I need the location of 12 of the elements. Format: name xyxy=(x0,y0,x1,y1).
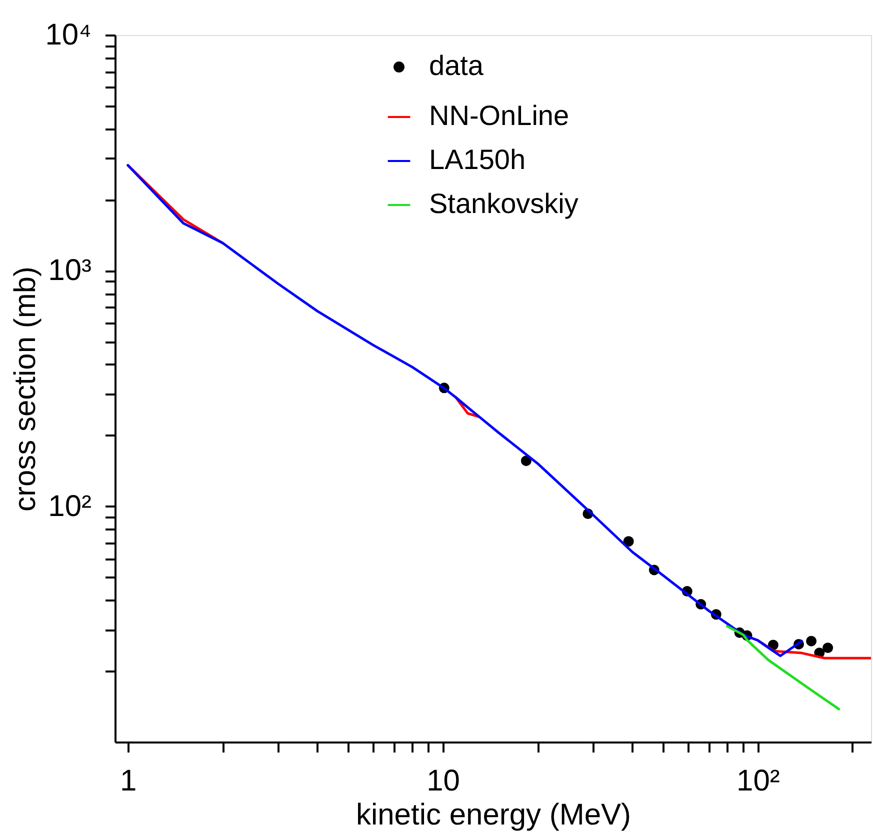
legend-label: NN-OnLine xyxy=(429,100,570,131)
legend-label: data xyxy=(429,50,484,81)
x-tick-label: 10 xyxy=(426,764,460,798)
y-axis-title: cross section (mb) xyxy=(9,266,42,512)
legend-label: LA150h xyxy=(429,144,526,175)
x-tick-label: 10² xyxy=(736,764,780,798)
x-tick-label: 1 xyxy=(120,764,137,798)
y-tick-label: 10³ xyxy=(48,254,92,288)
x-axis-title: kinetic energy (MeV) xyxy=(356,798,632,832)
legend-label: Stankovskiy xyxy=(429,188,578,219)
y-tick-label: 10² xyxy=(48,490,92,523)
y-tick-label: 10⁴ xyxy=(45,18,92,52)
